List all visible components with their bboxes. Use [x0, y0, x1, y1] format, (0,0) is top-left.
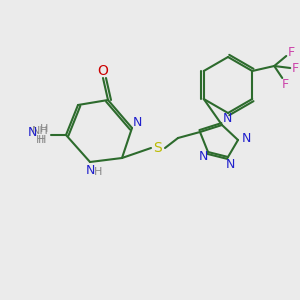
Text: N: N	[132, 116, 142, 130]
Text: F: F	[282, 77, 289, 91]
Text: N: N	[85, 164, 95, 176]
Text: H: H	[36, 135, 44, 145]
Text: O: O	[98, 64, 108, 78]
Text: S: S	[154, 141, 162, 155]
Text: N: N	[222, 112, 232, 124]
Text: N: N	[27, 127, 37, 140]
Text: H: H	[40, 124, 48, 134]
Text: F: F	[292, 61, 299, 74]
Text: F: F	[288, 46, 295, 59]
Text: H: H	[38, 135, 46, 145]
Text: N: N	[225, 158, 235, 172]
Text: H: H	[94, 167, 102, 177]
Text: N: N	[198, 151, 208, 164]
Text: NH: NH	[32, 126, 48, 136]
Text: N: N	[241, 133, 251, 146]
